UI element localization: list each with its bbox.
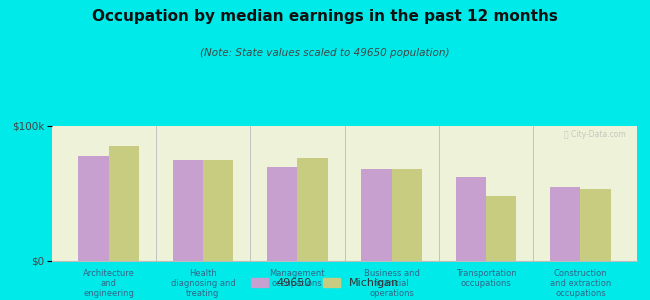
Legend: 49650, Michigan: 49650, Michigan xyxy=(248,274,402,291)
Bar xyxy=(550,187,580,261)
Bar xyxy=(456,177,486,261)
Bar xyxy=(203,160,233,261)
Bar xyxy=(267,167,297,261)
Bar xyxy=(361,169,392,261)
Text: Occupation by median earnings in the past 12 months: Occupation by median earnings in the pas… xyxy=(92,9,558,24)
Bar xyxy=(109,146,139,261)
Bar xyxy=(486,196,516,261)
Bar xyxy=(79,156,109,261)
Bar xyxy=(297,158,328,261)
Text: Ⓡ City-Data.com: Ⓡ City-Data.com xyxy=(564,130,625,139)
Bar xyxy=(580,190,610,261)
Bar xyxy=(392,169,422,261)
Bar xyxy=(173,160,203,261)
Text: (Note: State values scaled to 49650 population): (Note: State values scaled to 49650 popu… xyxy=(200,48,450,58)
